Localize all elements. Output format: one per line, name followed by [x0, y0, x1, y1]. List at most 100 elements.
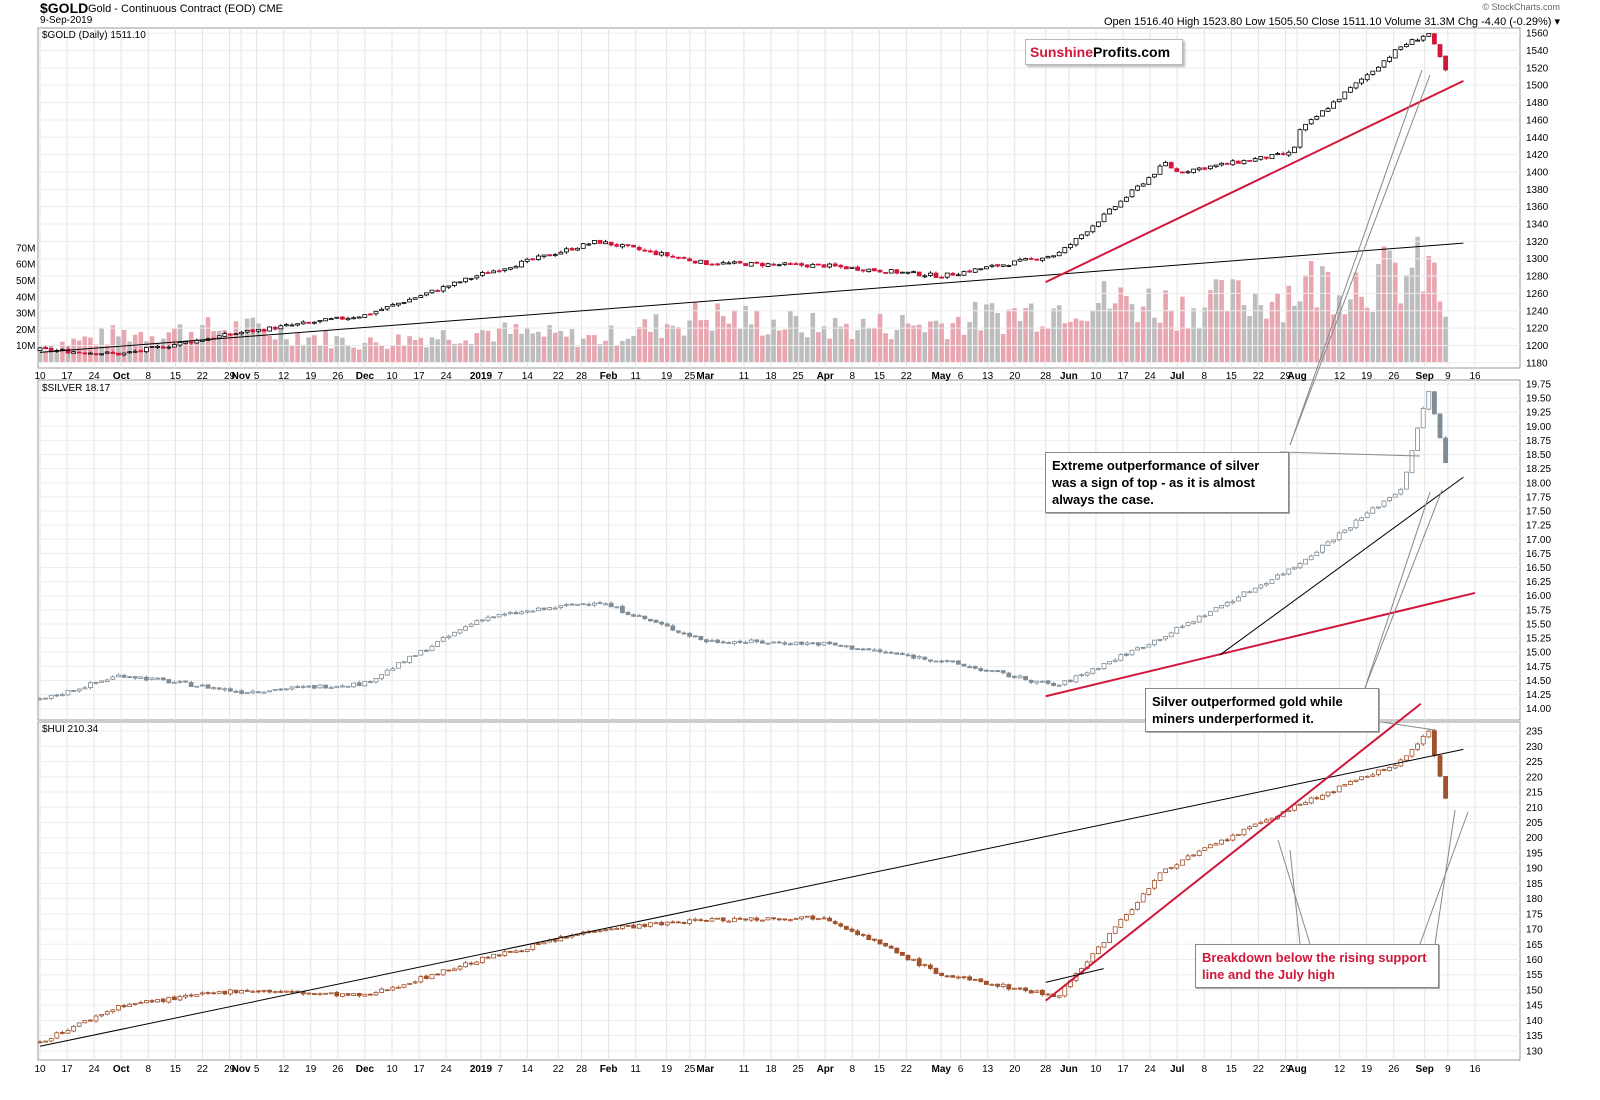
volume-bar	[407, 336, 412, 362]
candle-body	[1056, 684, 1062, 687]
candle-body	[222, 990, 228, 995]
volume-bar	[816, 332, 821, 362]
candle-body	[267, 690, 273, 693]
volume-bar	[1112, 303, 1118, 362]
candle-body	[283, 688, 289, 691]
candle-body	[737, 261, 743, 264]
y-tick-label: 225	[1526, 757, 1543, 768]
candle-body	[261, 691, 267, 694]
x-tick-label-bottom: 29	[224, 1064, 236, 1075]
candle-body	[362, 314, 368, 318]
x-tick-label-bottom: 22	[1253, 1064, 1265, 1075]
candle-body	[1023, 987, 1028, 992]
candle-body	[37, 1041, 43, 1044]
candle-body	[1432, 33, 1437, 45]
y-tick-label: 1220	[1526, 324, 1549, 335]
candle-body	[900, 653, 905, 656]
candle-body	[1247, 591, 1252, 594]
candle-body	[43, 697, 48, 700]
y-tick-label: 18.00	[1526, 478, 1551, 489]
y-tick-label: 1300	[1526, 254, 1549, 265]
candle-body	[1045, 993, 1051, 996]
candle-body	[1012, 260, 1017, 266]
volume-bar	[1387, 250, 1392, 362]
candle-body	[1437, 413, 1443, 439]
candle-body	[989, 264, 995, 267]
volume-bar	[1157, 322, 1163, 362]
volume-bar	[284, 339, 289, 362]
candle-body	[323, 992, 329, 995]
candle-body	[944, 975, 950, 978]
candle-body	[1364, 74, 1370, 81]
candle-body	[390, 304, 396, 307]
volume-bar	[1068, 321, 1073, 362]
candle-body	[446, 285, 452, 288]
candle-body	[547, 254, 552, 257]
volume-bar	[1286, 285, 1292, 362]
candle-body	[104, 679, 110, 682]
candle-body	[743, 263, 748, 267]
volume-bar	[664, 324, 670, 362]
candle-body	[1286, 568, 1292, 575]
volume-bar	[1000, 334, 1006, 362]
volume-bar	[984, 304, 989, 362]
candle-body	[1191, 621, 1196, 624]
candle-body	[916, 958, 922, 967]
candle-body	[608, 602, 614, 608]
candle-body	[911, 654, 916, 659]
candle-body	[855, 648, 860, 651]
candle-body	[362, 993, 368, 997]
volume-tick-label: 40M	[16, 292, 35, 303]
candle-body	[782, 918, 788, 921]
candle-body	[967, 666, 972, 669]
candle-body	[255, 691, 261, 694]
volume-tick-label: 20M	[16, 325, 35, 336]
candle-body	[496, 270, 502, 273]
volume-bar	[995, 313, 1000, 362]
candle-body	[558, 936, 564, 942]
candle-body	[866, 934, 872, 941]
volume-tick-label: 60M	[16, 260, 35, 271]
x-tick-label-bottom: Jul	[1170, 1064, 1185, 1075]
candle-body	[1006, 265, 1012, 267]
x-tick-label-bottom: 22	[197, 1064, 209, 1075]
candle-body	[614, 927, 620, 930]
x-tick-label-bottom: Aug	[1287, 1064, 1306, 1075]
candle-body	[810, 263, 816, 268]
volume-bar	[1040, 326, 1045, 362]
candle-body	[76, 688, 82, 692]
x-tick-label-bottom: 17	[62, 1064, 74, 1075]
candle-body	[435, 973, 441, 976]
candle-body	[1252, 587, 1258, 593]
candle-body	[1415, 39, 1420, 42]
candle-body	[1040, 680, 1045, 683]
candle-body	[367, 681, 373, 683]
candle-body	[1040, 989, 1045, 996]
candle-body	[1224, 602, 1230, 607]
candle-body	[317, 320, 323, 323]
y-tick-label: 19.75	[1526, 379, 1551, 390]
candle-body	[1157, 165, 1163, 175]
candle-body	[93, 681, 99, 684]
candle-body	[961, 663, 967, 667]
candle-body	[250, 690, 256, 694]
volume-bar	[620, 340, 625, 362]
candle-body	[748, 639, 754, 644]
candle-body	[961, 976, 967, 979]
candle-body	[536, 255, 541, 260]
candle-body	[300, 321, 306, 325]
candle-body	[356, 682, 362, 686]
candle-body	[429, 974, 435, 980]
candle-body	[760, 919, 765, 922]
volume-bar	[211, 331, 216, 362]
x-tick-label-top: 29	[1280, 371, 1292, 382]
candle-body	[1090, 668, 1096, 674]
candle-body	[222, 333, 228, 337]
volume-bar	[681, 335, 687, 362]
candle-body	[373, 992, 379, 996]
volume-bar	[530, 333, 536, 362]
candle-body	[295, 686, 301, 688]
x-tick-label-top: 19	[661, 371, 673, 382]
candle-body	[166, 997, 172, 1003]
x-tick-label-bottom: 9	[1445, 1064, 1451, 1075]
